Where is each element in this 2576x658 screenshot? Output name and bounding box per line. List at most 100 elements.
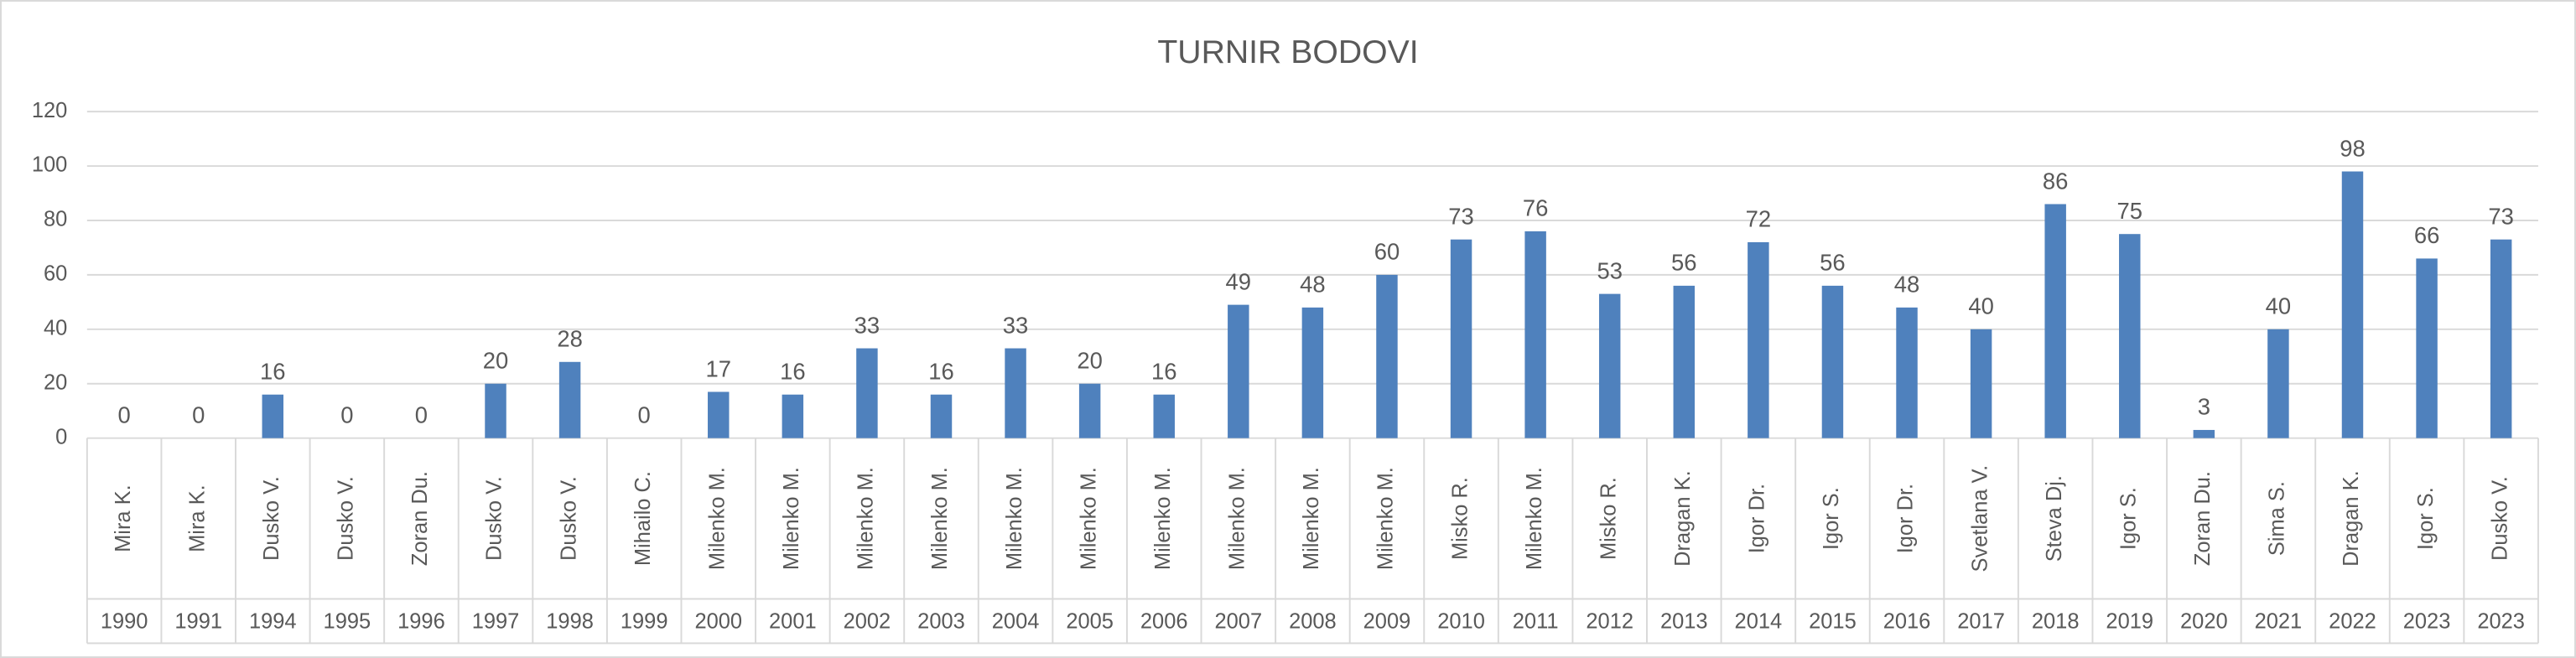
category-label: Sima S. — [2266, 481, 2289, 556]
data-label: 20 — [483, 348, 508, 374]
data-label: 0 — [340, 402, 353, 427]
category-label: Steva Dj. — [2043, 475, 2066, 562]
data-label: 16 — [1151, 359, 1176, 385]
year-label: 2007 — [1215, 610, 1263, 634]
category-label: Dusko V. — [483, 476, 506, 561]
bar — [2341, 171, 2364, 438]
bar — [262, 394, 284, 438]
year-label: 2005 — [1066, 610, 1114, 634]
data-label: 20 — [1077, 348, 1102, 374]
bar — [2416, 258, 2438, 438]
category-label: Dusko V. — [2488, 476, 2511, 561]
year-label: 2011 — [1513, 610, 1559, 634]
year-label: 1995 — [324, 610, 371, 634]
data-label: 17 — [706, 355, 731, 381]
data-label: 53 — [1597, 257, 1622, 283]
bar — [2193, 429, 2215, 438]
category-label: Milenko M. — [1300, 467, 1323, 570]
y-tick-label: 0 — [55, 425, 67, 448]
data-label: 86 — [2043, 168, 2068, 194]
category-label: Misko R. — [1597, 477, 1620, 560]
category-label: Igor S. — [1820, 487, 1843, 550]
data-label: 66 — [2414, 222, 2439, 248]
bar — [2267, 329, 2289, 438]
year-label: 2015 — [1809, 610, 1857, 634]
bar — [708, 391, 730, 438]
bar — [930, 394, 953, 438]
bar — [1524, 231, 1546, 438]
data-label: 72 — [1746, 206, 1771, 232]
chart-title: TURNIR BODOVI — [1157, 34, 1418, 70]
year-label: 2004 — [992, 610, 1040, 634]
data-label: 48 — [1300, 272, 1325, 298]
data-label: 33 — [854, 312, 880, 338]
category-label: Milenko M. — [780, 467, 803, 570]
data-label: 73 — [1448, 203, 1473, 229]
y-tick-label: 120 — [32, 99, 67, 122]
bar — [1673, 285, 1696, 438]
category-label: Milenko M. — [1003, 467, 1026, 570]
year-label: 2003 — [917, 610, 965, 634]
category-label: Milenko M. — [705, 467, 729, 570]
data-label: 73 — [2488, 203, 2513, 229]
category-label: Dragan K. — [1671, 470, 1695, 566]
category-label: Mira K. — [185, 484, 209, 552]
year-label: 1990 — [101, 610, 148, 634]
category-label: Milenko M. — [854, 467, 878, 570]
year-label: 2012 — [1586, 610, 1633, 634]
category-label: Milenko M. — [1077, 467, 1100, 570]
data-label: 56 — [1820, 250, 1845, 276]
category-label: Milenko M. — [1374, 467, 1398, 570]
year-label: 2000 — [694, 610, 742, 634]
category-label: Zoran Du. — [2191, 471, 2215, 566]
category-label: Zoran Du. — [408, 471, 432, 566]
data-label: 0 — [638, 402, 651, 427]
data-label: 16 — [928, 359, 953, 385]
bar — [1376, 274, 1398, 438]
category-label: Mira K. — [112, 484, 135, 552]
year-label: 2016 — [1883, 610, 1931, 634]
year-label: 2006 — [1140, 610, 1188, 634]
year-label: 2017 — [1957, 610, 2005, 634]
year-label: 1999 — [621, 610, 668, 634]
category-label: Igor Dr. — [1746, 484, 1769, 553]
bar — [1005, 348, 1026, 438]
year-label: 1996 — [397, 610, 445, 634]
data-label: 76 — [1523, 195, 1548, 221]
year-label: 2010 — [1437, 610, 1485, 634]
category-label: Mihailo C. — [631, 471, 655, 566]
year-label: 2013 — [1660, 610, 1708, 634]
year-label: 2001 — [769, 610, 817, 634]
year-label: 2008 — [1289, 610, 1337, 634]
category-label: Svetlana V. — [1968, 465, 1992, 573]
year-label: 1994 — [249, 610, 297, 634]
bar — [558, 361, 581, 438]
category-label: Dusko V. — [335, 476, 358, 561]
bar — [1598, 293, 1621, 438]
y-tick-label: 40 — [44, 317, 67, 340]
category-label: Milenko M. — [1151, 467, 1175, 570]
bar — [1450, 239, 1472, 438]
data-label: 0 — [192, 402, 205, 427]
bar — [2490, 239, 2512, 438]
category-label: Dusko V. — [557, 476, 580, 561]
bar — [1821, 285, 1844, 438]
year-label: 1998 — [546, 610, 594, 634]
data-label: 0 — [415, 402, 428, 427]
category-label: Milenko M. — [928, 467, 952, 570]
category-label: Igor S. — [2414, 487, 2438, 550]
data-label: 49 — [1226, 268, 1251, 294]
data-label: 75 — [2117, 198, 2142, 224]
category-label: Dusko V. — [260, 476, 283, 561]
bar — [2119, 234, 2141, 438]
category-label: Igor Dr. — [1894, 484, 1918, 553]
data-label: 40 — [2266, 293, 2291, 319]
year-label: 2002 — [844, 610, 891, 634]
data-label: 40 — [1968, 293, 1993, 319]
bar — [1301, 307, 1324, 438]
year-label: 2022 — [2329, 610, 2376, 634]
year-label: 1991 — [174, 610, 222, 634]
year-label: 2023 — [2403, 610, 2451, 634]
year-label: 2009 — [1363, 610, 1411, 634]
